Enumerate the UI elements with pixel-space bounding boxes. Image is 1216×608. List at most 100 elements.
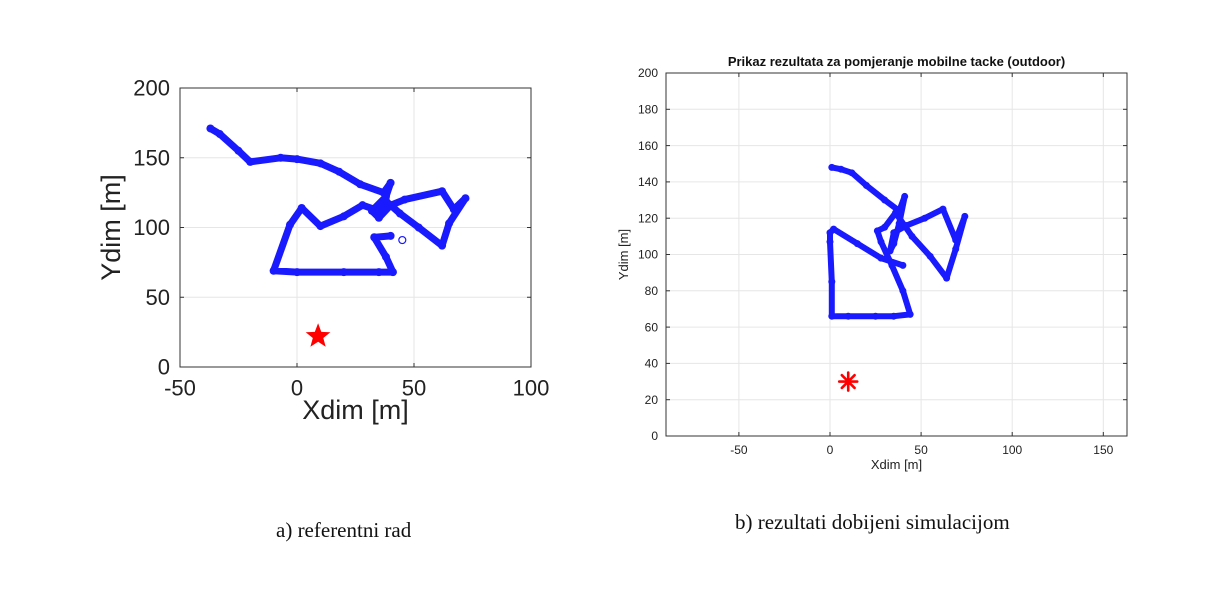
trajectory-point [386,178,395,187]
trajectory-point [943,274,951,282]
trajectory-point [952,236,960,244]
trajectory-point [414,223,423,232]
trajectory-point [370,233,379,242]
x-tick-label: 100 [513,376,550,401]
trajectory-point [356,180,365,189]
trajectory-point [293,268,301,277]
trajectory-point [853,240,861,248]
trajectory-point [837,165,845,173]
trajectory-point [386,231,395,240]
y-tick-label: 0 [158,355,170,380]
trajectory-point [388,268,397,277]
trajectory-point [395,209,404,218]
trajectory-point [285,220,294,229]
y-tick-label: 20 [645,393,659,407]
trajectory-point [961,212,969,220]
y-tick-label: 140 [638,175,658,189]
trajectory-point [246,157,255,166]
trajectory-point [316,159,325,168]
caption-a: a) referentni rad [276,518,412,542]
trajectory-point [316,222,325,231]
trajectory-point [881,223,889,231]
trajectory-point [381,252,390,261]
trajectory-point [952,245,960,253]
trajectory-point [828,163,836,171]
y-tick-label: 40 [645,357,659,371]
trajectory-point [890,312,898,320]
y-tick-label: 100 [133,215,170,240]
trajectory-point [926,252,934,260]
trajectory-point [873,227,881,235]
x-tick-label: -50 [164,376,196,401]
target-asterisk-stroke [840,373,856,390]
trajectory-point [872,312,880,320]
trajectory-point [877,254,885,262]
caption-b: b) rezultati dobijeni simulacijom [735,510,1010,534]
trajectory-point [901,192,909,200]
x-tick-label: 0 [291,376,303,401]
trajectory-point [358,201,367,210]
x-tick-label: 50 [402,376,426,401]
trajectory-point [881,196,889,204]
chart-title: Prikaz rezultata za pomjeranje mobilne t… [728,54,1065,69]
trajectory-point [892,209,900,217]
trajectory-point [903,221,911,229]
trajectory-point [906,310,914,318]
trajectory-point [206,124,215,133]
trajectory-point [888,261,896,269]
trajectory-point [400,195,409,204]
trajectory-point [335,167,344,176]
trajectory-point [890,229,898,237]
x-tick-label: 0 [827,443,834,457]
x-tick-label: 50 [914,443,928,457]
y-tick-label: 200 [133,76,170,101]
trajectory-point [844,312,852,320]
y-tick-label: 200 [638,66,658,80]
x-tick-label: -50 [730,443,748,457]
trajectory-point [293,155,301,164]
y-tick-label: 100 [638,248,658,262]
trajectory-point [899,261,907,269]
y-tick-label: 80 [645,284,659,298]
y-tick-label: 50 [146,285,170,310]
trajectory-point [828,312,836,320]
trajectory-point [374,268,383,277]
trajectory-point [374,213,383,222]
trajectory-point [234,146,243,155]
trajectory-point [297,203,306,212]
trajectory-point [899,287,907,295]
trajectory-point [826,238,834,246]
trajectory-point [830,225,838,233]
trajectory-point [886,247,894,255]
trajectory-point [339,268,348,277]
point-circle-marker [398,235,407,245]
trajectory-point [921,214,929,222]
trajectory-point [438,187,447,196]
y-tick-label: 0 [651,429,658,443]
x-tick-label: 150 [1093,443,1113,457]
y-tick-label: 160 [638,139,658,153]
trajectory-line [827,164,968,320]
trajectory-point [848,169,856,177]
y-axis-label: Ydim [m] [616,229,631,280]
trajectory-point [269,266,278,275]
trajectory-point [828,278,836,286]
y-tick-label: 180 [638,103,658,117]
trajectory-point [381,196,390,205]
trajectory-point [374,206,383,215]
trajectory-point [895,220,903,228]
x-axis-label: Xdim [m] [871,457,922,472]
trajectory-point [339,212,348,221]
trajectory-point [890,240,898,248]
trajectory-point [215,130,224,139]
y-tick-label: 150 [133,145,170,170]
trajectory-point [438,241,447,250]
chart-panel-b: -50 0 50 100 150 0 20 40 60 80 100 120 140 160 180 200 X… [616,54,1128,472]
y-tick-label: 60 [645,320,659,334]
trajectory-point [877,238,885,246]
x-tick-label: 100 [1002,443,1022,457]
trajectory-point [908,232,916,240]
trajectory-point [939,205,947,213]
